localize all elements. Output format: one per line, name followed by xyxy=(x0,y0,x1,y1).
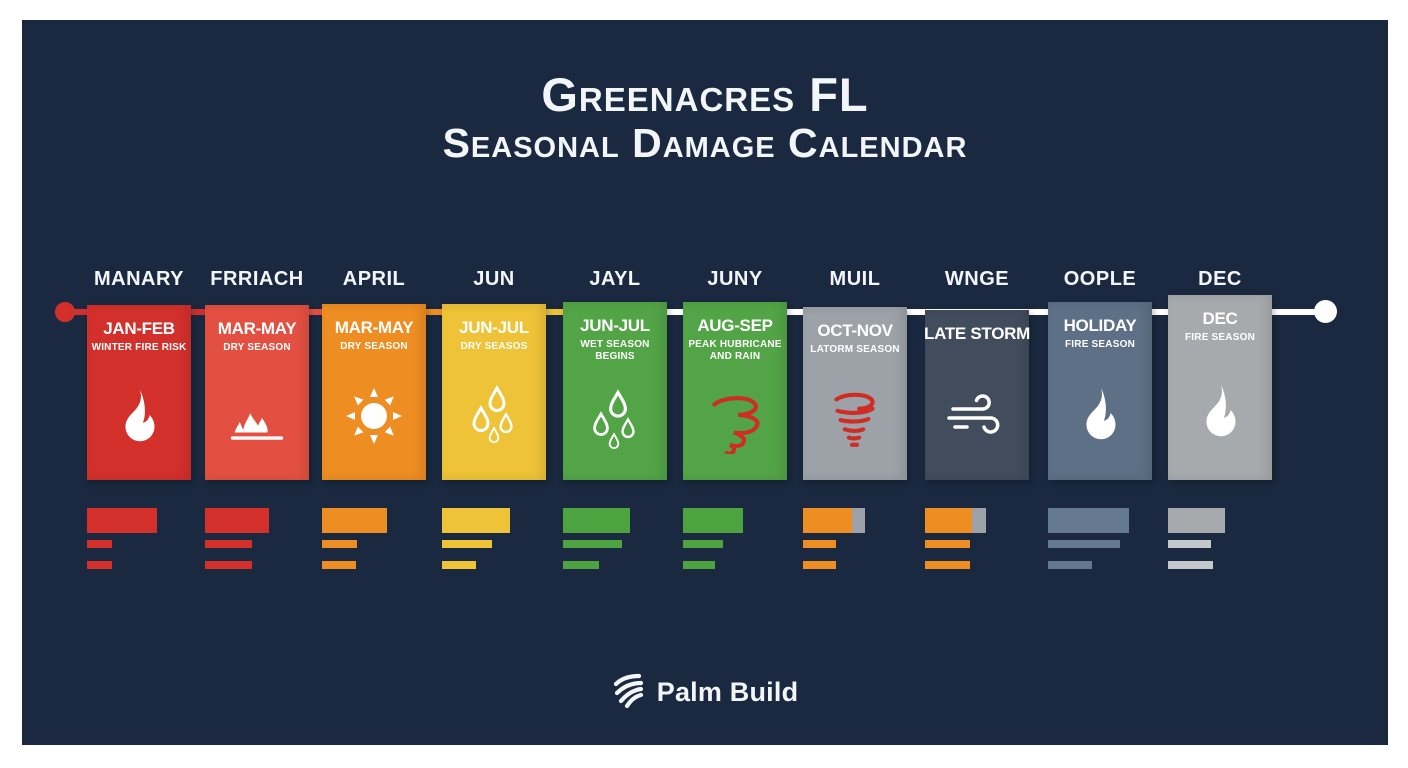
timeline-end-dot xyxy=(1314,300,1337,323)
bar-line xyxy=(205,561,252,569)
bar-line xyxy=(925,561,970,569)
bar-main xyxy=(1168,508,1225,533)
bar-main xyxy=(1048,508,1129,533)
bar-line xyxy=(803,540,836,548)
bar-line xyxy=(1168,561,1213,569)
raindrops-icon xyxy=(563,363,667,480)
month-label: DEC xyxy=(1198,268,1242,290)
flame-icon xyxy=(1048,351,1152,480)
card-label: DRY SEASOS xyxy=(460,340,528,352)
footer-brand: Palm Build xyxy=(22,672,1388,713)
bar-main xyxy=(87,508,157,533)
season-card-jun-jul-dry: JUN-JUL DRY SEASOS xyxy=(442,304,546,480)
card-period: MAR-MAY xyxy=(217,319,297,338)
bar-main xyxy=(442,508,510,533)
month-label: APRIL xyxy=(342,268,406,290)
season-card-holiday: HOLIDAY FIRE SEASON xyxy=(1048,302,1152,480)
card-label: FIRE SEASON xyxy=(1185,331,1255,343)
bar-main xyxy=(563,508,630,533)
month-label: OOPLE xyxy=(1063,268,1137,290)
bar-tail xyxy=(852,508,865,533)
infographic-panel: Greenacres FL Seasonal Damage Calendar M… xyxy=(22,20,1388,745)
card-period: HOLIDAY xyxy=(1063,316,1137,335)
tornado-icon xyxy=(803,356,907,480)
card-label: WET SEASON BEGINS xyxy=(580,338,650,362)
card-label: FIRE SEASON xyxy=(1065,338,1135,350)
card-period: OCT-NOV xyxy=(817,321,893,340)
month-label: JAYL xyxy=(589,268,641,290)
month-label: JUNY xyxy=(707,268,763,290)
card-label: PEAK HUBRICANE AND RAIN xyxy=(688,338,782,362)
season-card-dec: DEC FIRE SEASON xyxy=(1168,295,1272,480)
brand-name: Palm Build xyxy=(656,677,799,707)
page-title: Greenacres FL xyxy=(541,68,869,121)
month-label: FRRIACH xyxy=(210,268,304,290)
bar-line xyxy=(563,540,622,548)
title-block: Greenacres FL Seasonal Damage Calendar xyxy=(22,70,1388,169)
card-label: LATORM SEASON xyxy=(810,343,900,355)
season-card-jun-jul-wet: JUN-JUL WET SEASON BEGINS xyxy=(563,302,667,480)
bar-line xyxy=(322,561,356,569)
month-label: JUN xyxy=(473,268,515,290)
palm-build-logo-icon xyxy=(612,672,644,713)
bar-line xyxy=(925,540,970,548)
bar-line xyxy=(442,540,492,548)
bar-main xyxy=(803,508,865,533)
sun-icon xyxy=(322,353,426,480)
card-period: JUN-JUL xyxy=(580,316,650,335)
season-card-mar-may: MAR-MAY DRY SEASON xyxy=(205,305,309,480)
card-period: AUG-SEP xyxy=(697,316,773,335)
card-period: LATE STORM xyxy=(924,324,1030,343)
bar-line xyxy=(87,540,112,548)
bar-main xyxy=(683,508,743,533)
bar-line xyxy=(1048,561,1092,569)
bar-line xyxy=(205,540,252,548)
bar-main xyxy=(322,508,387,533)
raindrops-icon xyxy=(442,353,546,480)
season-card-jan-feb: JAN-FEB WINTER FIRE RISK xyxy=(87,305,191,480)
month-label: MANARY xyxy=(93,268,185,290)
flame-icon xyxy=(1168,344,1272,480)
season-card-late-storm: LATE STORM xyxy=(924,310,1030,480)
bar-line xyxy=(683,540,723,548)
bar-line xyxy=(442,561,476,569)
card-period: DEC xyxy=(1202,309,1238,328)
season-card-mar-may-dry: MAR-MAY DRY SEASON xyxy=(322,304,426,480)
card-label: DRY SEASON xyxy=(340,340,408,352)
month-label: WNGE xyxy=(944,268,1010,290)
season-card-aug-sep: AUG-SEP PEAK HUBRICANE AND RAIN xyxy=(683,302,787,480)
bar-tail xyxy=(972,508,986,533)
wind-icon xyxy=(925,347,1029,480)
card-period: JAN-FEB xyxy=(103,319,175,338)
bar-main xyxy=(205,508,269,533)
card-period: JUN-JUL xyxy=(459,318,529,337)
bar-line xyxy=(322,540,357,548)
bar-line xyxy=(1168,540,1211,548)
month-label: MUIL xyxy=(829,268,881,290)
bar-line xyxy=(563,561,599,569)
bar-line xyxy=(87,561,112,569)
bar-line xyxy=(803,561,836,569)
timeline-start-dot xyxy=(55,302,75,322)
flame-icon xyxy=(87,354,191,480)
bar-line xyxy=(1048,540,1120,548)
card-period: MAR-MAY xyxy=(334,318,414,337)
season-card-oct-nov: OCT-NOV LATORM SEASON xyxy=(803,307,907,480)
card-label: WINTER FIRE RISK xyxy=(91,341,187,353)
page-subtitle: Seasonal Damage Calendar xyxy=(442,120,968,167)
bar-main xyxy=(925,508,986,533)
brush-fire-icon xyxy=(205,354,309,480)
bar-line xyxy=(683,561,715,569)
hurricane-icon xyxy=(683,363,787,480)
card-label: DRY SEASON xyxy=(223,341,291,353)
